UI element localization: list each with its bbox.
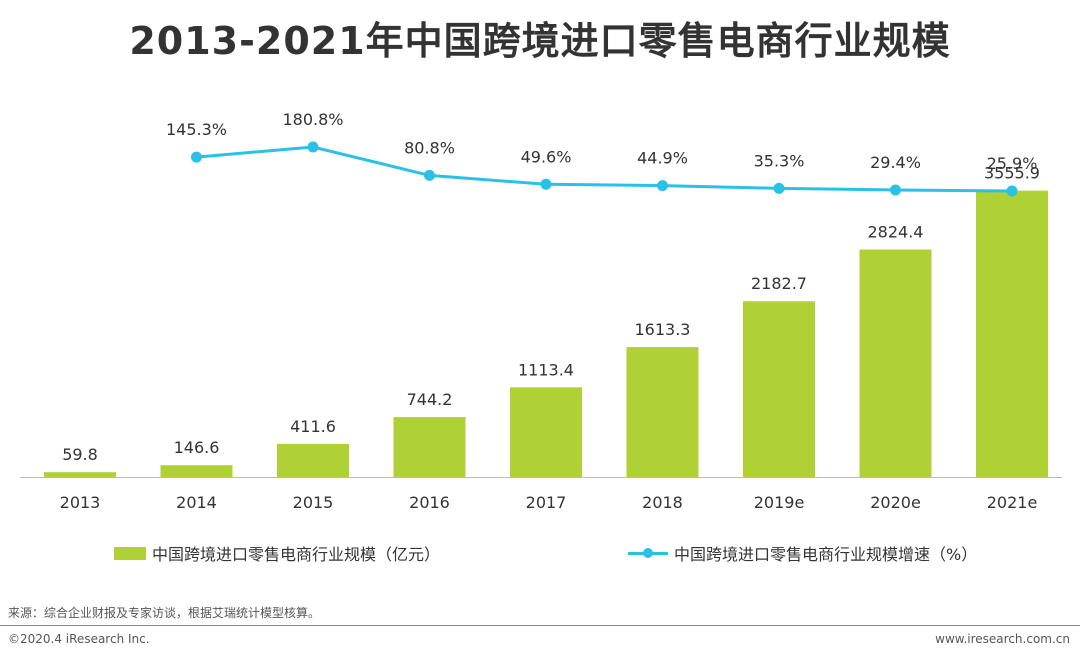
x-tick-label: 2021e bbox=[987, 493, 1038, 512]
growth-value-label: 145.3% bbox=[166, 120, 227, 139]
bar-2019e bbox=[743, 301, 815, 477]
bar-2015 bbox=[277, 443, 349, 477]
growth-point-2019e bbox=[773, 182, 785, 194]
bar-value-label: 1613.3 bbox=[635, 320, 691, 339]
growth-value-label: 25.9% bbox=[987, 154, 1038, 173]
legend-line-swatch bbox=[628, 547, 668, 560]
legend-bar-swatch bbox=[114, 546, 146, 560]
growth-point-2014 bbox=[191, 151, 202, 163]
x-tick-label: 2014 bbox=[176, 493, 217, 512]
growth-value-label: 49.6% bbox=[521, 147, 572, 166]
bar-2018 bbox=[626, 347, 699, 477]
bar-2016 bbox=[393, 417, 466, 477]
legend-item-growth: 中国跨境进口零售电商行业规模增速（%） bbox=[628, 541, 977, 565]
x-tick-label: 2017 bbox=[526, 493, 567, 512]
footer-website: www.iresearch.com.cn bbox=[935, 632, 1070, 646]
growth-value-label: 29.4% bbox=[870, 153, 921, 172]
bar-value-label: 146.6 bbox=[174, 438, 220, 457]
bar-2021e bbox=[976, 190, 1048, 477]
growth-point-2018 bbox=[657, 180, 668, 192]
growth-point-2015 bbox=[307, 141, 319, 153]
bar-value-label: 2182.7 bbox=[751, 274, 807, 293]
growth-value-label: 44.9% bbox=[637, 149, 688, 168]
bar-2020e bbox=[859, 249, 932, 477]
chart-area: 59.8 146.6 411.6 744.2 1113.4 1613.3 2182.7 282… bbox=[20, 110, 1062, 512]
legend-item-scale: 中国跨境进口零售电商行业规模（亿元） bbox=[114, 541, 440, 565]
bar-value-label: 3555.9 bbox=[984, 164, 1040, 183]
legend-label-scale: 中国跨境进口零售电商行业规模（亿元） bbox=[152, 545, 441, 564]
x-tick-label: 2020e bbox=[870, 493, 921, 512]
footer-copyright: ©2020.4 iResearch Inc. bbox=[8, 632, 150, 646]
x-tick-label: 2013 bbox=[60, 493, 101, 512]
bar-2013 bbox=[44, 472, 116, 477]
growth-value-label: 180.8% bbox=[282, 110, 343, 129]
chart-title: 2013-2021年中国跨境进口零售电商行业规模 bbox=[129, 19, 951, 63]
source-note: 来源：综合企业财报及专家访谈，根据艾瑞统计模型核算。 bbox=[8, 606, 321, 620]
growth-point-2021e bbox=[1006, 185, 1018, 197]
growth-value-label: 80.8% bbox=[404, 138, 455, 157]
x-tick-label: 2016 bbox=[409, 493, 450, 512]
bar-2017 bbox=[510, 387, 582, 477]
growth-point-2016 bbox=[424, 169, 435, 181]
bar-value-label: 2824.4 bbox=[868, 223, 924, 242]
growth-point-2017 bbox=[540, 178, 552, 190]
bar-value-label: 411.6 bbox=[290, 417, 336, 436]
growth-line bbox=[196, 145, 1013, 193]
x-tick-label: 2019e bbox=[754, 493, 805, 512]
bar-2014 bbox=[160, 465, 233, 477]
bar-value-label: 1113.4 bbox=[518, 360, 574, 379]
growth-value-label: 35.3% bbox=[754, 151, 805, 170]
legend-label-growth: 中国跨境进口零售电商行业规模增速（%） bbox=[674, 545, 978, 564]
footer-divider bbox=[0, 625, 1080, 626]
bar-value-label: 744.2 bbox=[407, 390, 453, 409]
bar-value-label: 59.8 bbox=[62, 445, 98, 464]
x-tick-label: 2015 bbox=[293, 493, 334, 512]
growth-point-2020e bbox=[890, 184, 901, 196]
x-tick-label: 2018 bbox=[642, 493, 683, 512]
